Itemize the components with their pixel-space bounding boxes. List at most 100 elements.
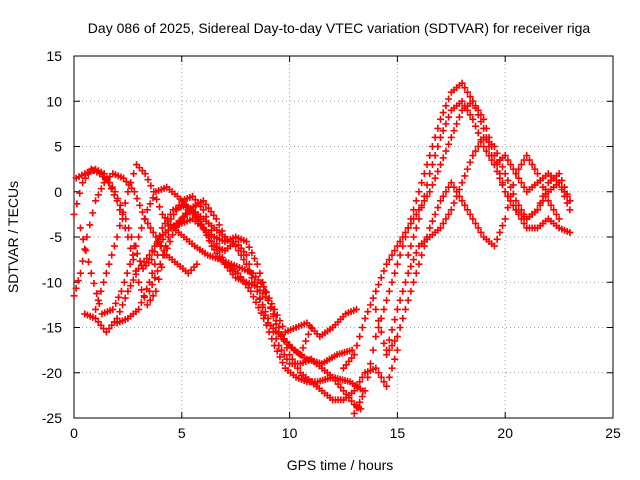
data-point xyxy=(461,201,469,209)
data-point xyxy=(156,203,164,211)
data-point xyxy=(253,260,261,268)
data-point xyxy=(113,233,121,241)
data-point xyxy=(439,219,447,227)
data-point xyxy=(356,333,364,341)
data-point xyxy=(434,124,442,132)
data-point xyxy=(242,238,250,246)
data-point xyxy=(136,201,144,209)
data-point xyxy=(92,305,100,313)
data-point xyxy=(210,211,218,219)
data-point xyxy=(260,283,268,291)
data-point xyxy=(385,373,393,381)
series-arc-11 xyxy=(372,152,563,359)
data-point xyxy=(296,351,304,359)
data-point xyxy=(283,355,291,363)
data-point xyxy=(466,158,474,166)
data-point xyxy=(105,260,113,268)
data-point xyxy=(364,373,372,381)
data-point xyxy=(72,284,80,292)
data-point xyxy=(415,215,423,223)
data-point xyxy=(455,113,463,121)
data-point xyxy=(399,242,407,250)
data-point xyxy=(115,293,123,301)
data-point xyxy=(469,97,477,105)
data-point xyxy=(493,167,501,175)
data-point xyxy=(269,310,277,318)
data-point xyxy=(151,274,159,282)
data-point xyxy=(130,170,138,178)
data-point xyxy=(437,115,445,123)
data-point xyxy=(107,185,115,193)
data-point xyxy=(407,287,415,295)
data-point xyxy=(122,215,130,223)
data-point xyxy=(372,333,380,341)
data-point xyxy=(493,149,501,157)
data-point xyxy=(89,209,97,217)
data-point xyxy=(393,346,401,354)
data-point xyxy=(407,262,415,270)
data-point xyxy=(210,233,218,241)
data-point xyxy=(278,330,286,338)
y-tick-label: 0 xyxy=(54,184,62,200)
y-tick-label: 10 xyxy=(46,93,62,109)
data-point xyxy=(108,251,116,259)
data-point xyxy=(482,147,490,155)
data-point xyxy=(447,206,455,214)
data-point xyxy=(447,133,455,141)
data-point xyxy=(247,287,255,295)
data-point xyxy=(358,324,366,331)
data-point xyxy=(207,238,215,246)
data-point xyxy=(477,136,485,144)
data-point xyxy=(279,322,287,330)
data-point xyxy=(154,267,162,275)
data-point xyxy=(271,305,279,313)
data-point xyxy=(143,206,151,214)
data-point xyxy=(74,277,82,285)
data-point xyxy=(558,185,566,193)
data-point xyxy=(461,172,469,180)
data-point xyxy=(534,206,542,214)
data-point xyxy=(76,224,84,232)
data-point xyxy=(412,210,420,218)
y-tick-label: -25 xyxy=(42,410,62,426)
x-tick-label: 5 xyxy=(178,425,186,441)
data-point xyxy=(218,253,226,261)
data-point xyxy=(103,174,111,182)
data-point xyxy=(94,296,102,304)
data-point xyxy=(358,393,366,401)
data-point xyxy=(391,337,399,345)
data-point xyxy=(380,305,388,313)
data-point xyxy=(149,194,157,202)
data-point xyxy=(437,197,445,205)
x-tick-label: 10 xyxy=(282,425,298,441)
data-point xyxy=(90,279,98,287)
data-point xyxy=(244,284,252,292)
data-point xyxy=(439,154,447,162)
data-point xyxy=(137,299,145,307)
data-point xyxy=(121,294,129,302)
data-point xyxy=(450,199,458,207)
data-point xyxy=(455,185,463,193)
data-point xyxy=(93,290,101,298)
data-point xyxy=(458,197,466,205)
data-point xyxy=(380,267,388,275)
data-point xyxy=(116,222,124,230)
data-point xyxy=(375,324,383,331)
data-point xyxy=(439,109,447,117)
data-point xyxy=(401,305,409,313)
data-point xyxy=(369,294,377,302)
data-point xyxy=(463,206,471,214)
data-point xyxy=(352,305,360,313)
data-point xyxy=(496,228,504,236)
data-point xyxy=(442,120,450,128)
data-point xyxy=(428,217,436,225)
data-point xyxy=(380,339,388,347)
data-point xyxy=(388,326,396,334)
data-point xyxy=(469,215,477,223)
data-point xyxy=(404,296,412,304)
data-point xyxy=(412,269,420,277)
data-point xyxy=(261,308,269,316)
data-point xyxy=(276,353,284,361)
data-point xyxy=(70,292,78,300)
data-point xyxy=(547,201,555,209)
